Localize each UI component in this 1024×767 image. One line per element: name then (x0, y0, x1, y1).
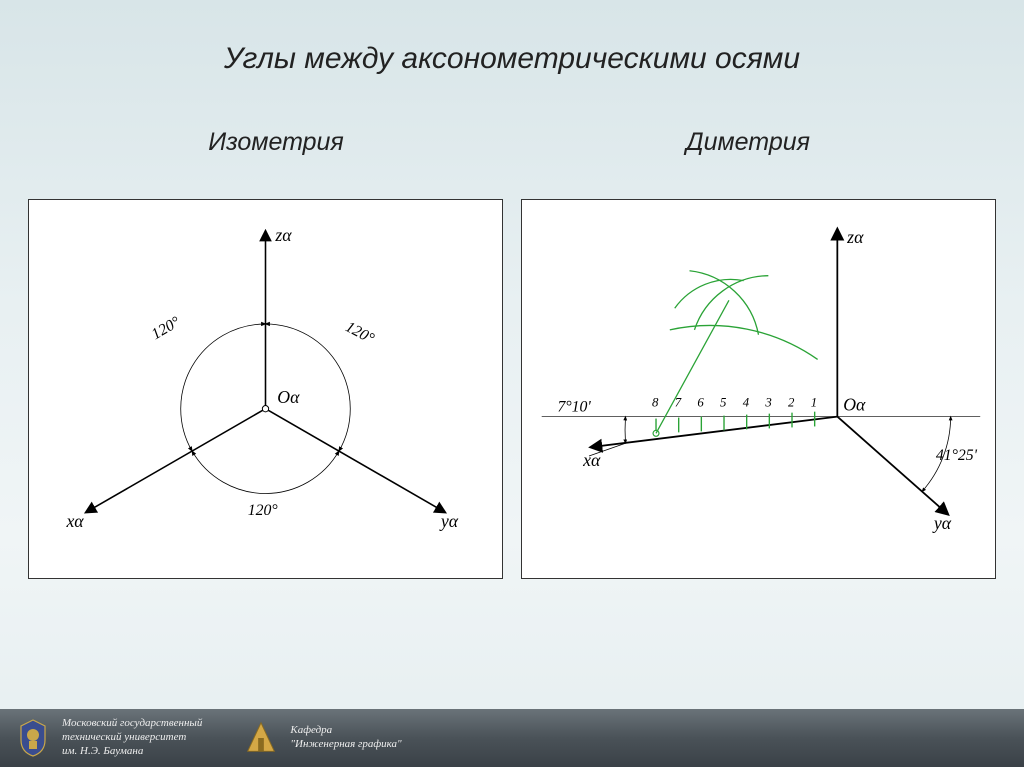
uni-line3: им. Н.Э. Баумана (62, 745, 202, 759)
subtitle-row: Изометрия Диметрия (0, 128, 1024, 157)
dimetry-panel: 1 2 3 4 5 6 7 8 (521, 199, 996, 579)
y-label: yα (439, 511, 459, 531)
dept-text: Кафедра "Инженерная графика" (290, 724, 401, 752)
diagram-panels: zα xα yα Oα 120° 120° 120° (0, 199, 1024, 579)
dimetry-svg: 1 2 3 4 5 6 7 8 (522, 200, 995, 578)
uni-text: Московский государственный технический у… (62, 717, 202, 758)
tick-4: 4 (743, 396, 750, 410)
z-label: zα (274, 225, 292, 245)
x-label: xα (65, 511, 84, 531)
footer-university: Московский государственный технический у… (12, 717, 202, 759)
angle-y-label: 41°25' (936, 447, 978, 464)
angle-x-label: 7°10' (557, 399, 591, 416)
tick-3: 3 (764, 396, 771, 410)
left-subtitle: Изометрия (40, 128, 512, 157)
dept-line1: Кафедра (290, 724, 401, 738)
tick-1: 1 (811, 396, 817, 410)
isometry-svg: zα xα yα Oα 120° 120° 120° (29, 200, 502, 578)
origin-label: Oα (277, 387, 300, 407)
angle-left: 120° (149, 313, 184, 343)
isometry-axes (86, 231, 445, 512)
uni-line2: технический университет (62, 731, 202, 745)
bmstu-emblem-icon (12, 717, 54, 759)
x-label-r: xα (582, 450, 601, 470)
angle-right: 120° (342, 318, 377, 347)
y-label-r: yα (932, 513, 952, 533)
tick-8: 8 (652, 396, 659, 410)
isometry-panel: zα xα yα Oα 120° 120° 120° (28, 199, 503, 579)
dept-line2: "Инженерная графика" (290, 738, 401, 752)
right-subtitle: Диметрия (512, 128, 984, 157)
dept-emblem-icon (240, 717, 282, 759)
footer-department: Кафедра "Инженерная графика" (240, 717, 401, 759)
tick-2: 2 (788, 396, 795, 410)
angle-bottom: 120° (248, 502, 279, 519)
tick-6: 6 (697, 396, 704, 410)
origin-label-r: Oα (843, 395, 866, 415)
x-axis (591, 417, 837, 448)
y-axis (837, 417, 947, 515)
tick-5: 5 (720, 396, 727, 410)
uni-line1: Московский государственный (62, 717, 202, 731)
slide-title: Углы между аксонометрическими осями (0, 0, 1024, 76)
z-label-r: zα (846, 227, 864, 247)
footer: Московский государственный технический у… (0, 709, 1024, 767)
